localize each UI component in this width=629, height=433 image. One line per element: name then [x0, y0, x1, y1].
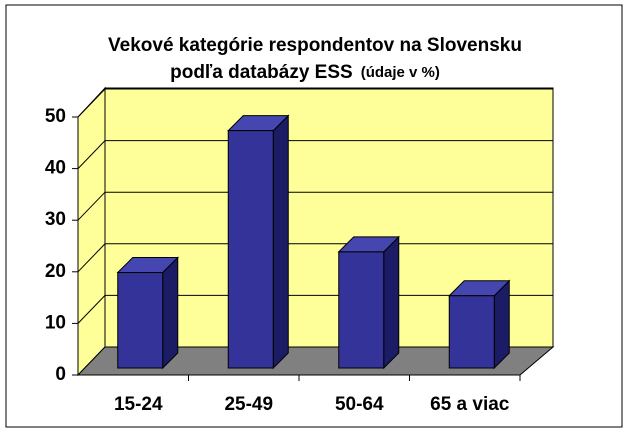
chart-title: podľa databázy ESS (údaje v %)	[170, 62, 440, 83]
side-wall	[77, 86, 106, 377]
chart-subtitle: (údaje v %)	[361, 64, 440, 81]
y-tick-label: 40	[45, 158, 66, 179]
y-tick-label: 10	[45, 312, 66, 333]
bar	[448, 295, 495, 369]
chart-title: podľa databázy ESS	[170, 62, 353, 83]
bar-side	[272, 114, 289, 370]
grid-line	[77, 88, 553, 118]
bar	[227, 130, 274, 369]
floor	[76, 346, 555, 376]
bar-side	[383, 235, 400, 370]
grid-line	[77, 243, 553, 273]
y-tick-label: 50	[45, 106, 66, 127]
x-tick-label: 65 a viac	[430, 394, 510, 415]
grid-line	[77, 294, 553, 324]
y-tick-label: 30	[45, 209, 66, 230]
bar	[117, 272, 164, 369]
y-tick-label: 0	[55, 364, 66, 385]
x-tick-label: 25-49	[224, 394, 273, 415]
grid-line	[77, 191, 553, 221]
y-tick-label: 20	[45, 261, 66, 282]
chart-title: Vekové kategórie respondentov na Slovens…	[108, 35, 522, 56]
grid-line	[77, 140, 553, 169]
bar-side	[162, 256, 179, 370]
x-tick-label: 15-24	[114, 394, 163, 415]
bar	[338, 251, 385, 369]
x-tick-label: 50-64	[335, 394, 384, 415]
